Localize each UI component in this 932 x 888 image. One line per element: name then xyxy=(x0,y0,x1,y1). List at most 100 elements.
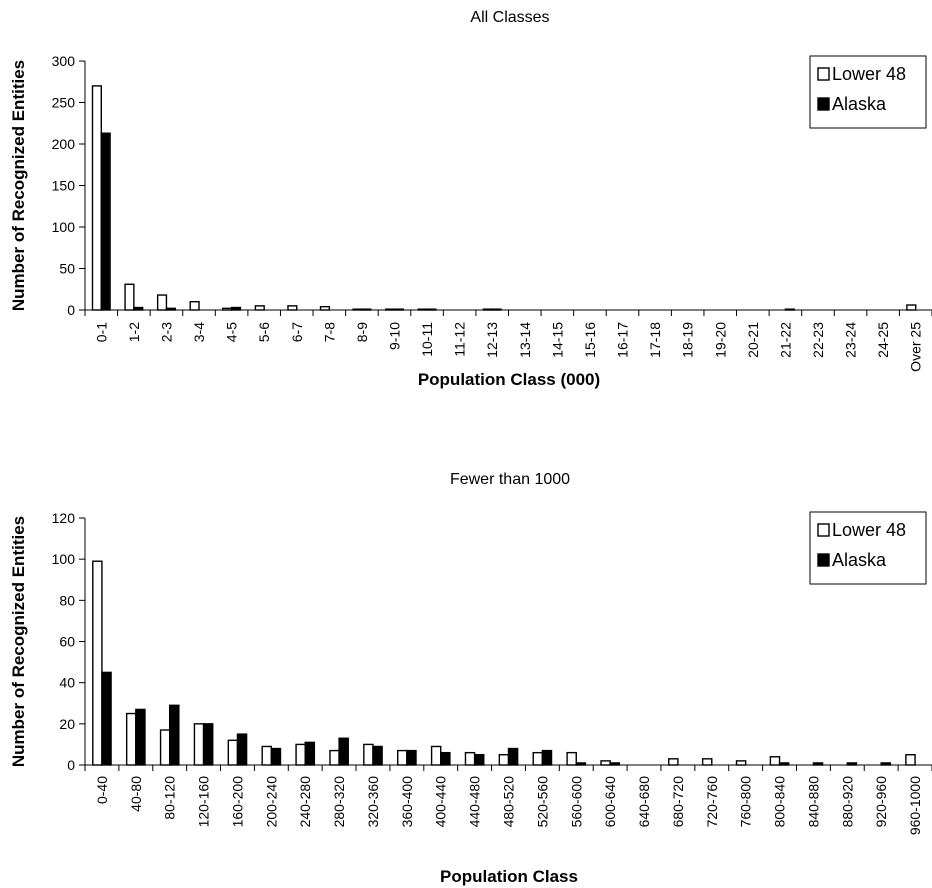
y-tick-label: 120 xyxy=(52,510,76,526)
bar-lower48 xyxy=(417,308,428,311)
bar-lower48 xyxy=(91,85,102,311)
x-tick-label: 640-680 xyxy=(636,776,652,828)
x-tick-label: 9-10 xyxy=(386,322,402,350)
legend: Lower 48 Alaska xyxy=(809,55,927,129)
x-tick-label: 200-240 xyxy=(263,776,279,828)
x-tick-label: 880-920 xyxy=(839,776,855,828)
x-tick-label: 320-360 xyxy=(365,776,381,828)
bar-lower48 xyxy=(159,729,171,766)
y-tick-label: 0 xyxy=(67,302,75,318)
bar-lower48 xyxy=(261,745,273,766)
x-tick-label: 920-960 xyxy=(873,776,889,828)
bar-alaska xyxy=(202,723,214,766)
legend-label: Alaska xyxy=(832,550,887,570)
legend-swatch-alaska xyxy=(817,97,830,111)
x-tick-label: 480-520 xyxy=(501,776,517,828)
bar-lower48 xyxy=(92,560,103,766)
x-tick-label: 19-20 xyxy=(712,322,728,358)
bar-alaska xyxy=(165,307,176,311)
x-tick-label: 120-160 xyxy=(196,776,212,828)
legend: Lower 48 Alaska xyxy=(809,511,927,585)
x-tick-label: 18-19 xyxy=(680,322,696,358)
x-tick-label: 21-22 xyxy=(777,322,793,358)
bar-lower48 xyxy=(319,305,331,311)
bar-lower48 xyxy=(430,745,442,766)
bar-lower48 xyxy=(906,304,917,311)
bar-alaska xyxy=(230,306,242,311)
x-tick-label: 8-9 xyxy=(354,322,370,342)
legend-label: Lower 48 xyxy=(832,520,906,540)
y-axis-label: Number of Recognized Entities xyxy=(9,60,28,311)
chart-title: Fewer than 1000 xyxy=(450,471,570,488)
bar-alaska xyxy=(778,762,790,766)
chart-1: Fewer than 1000 Number of Recognized Enti… xyxy=(9,471,932,886)
x-tick-label: 16-17 xyxy=(615,322,631,358)
bar-lower48 xyxy=(363,743,374,766)
x-tick-label: 0-40 xyxy=(94,776,110,804)
x-tick-label: 680-720 xyxy=(670,776,686,828)
chart-0: All Classes Number of Recognized Entities… xyxy=(9,9,932,389)
bar-alaska xyxy=(609,762,620,766)
x-tick-label: 23-24 xyxy=(843,322,859,358)
x-tick-label: 520-560 xyxy=(534,776,550,828)
bar-alaska xyxy=(846,762,858,766)
bar-lower48 xyxy=(124,283,135,311)
bar-alaska xyxy=(575,762,587,766)
y-axis-label: Number of Recognized Entities xyxy=(9,516,28,767)
x-tick-label: 6-7 xyxy=(289,322,305,342)
x-axis-label: Population Class xyxy=(440,867,578,886)
bar-lower48 xyxy=(227,739,239,766)
x-tick-label: 15-16 xyxy=(582,322,598,358)
x-tick-label: 840-880 xyxy=(805,776,821,828)
x-tick-label: 720-760 xyxy=(704,776,720,828)
x-tick-label: 24-25 xyxy=(875,322,891,358)
y-tick-label: 60 xyxy=(59,634,75,650)
bar-lower48 xyxy=(735,760,747,766)
bar-alaska xyxy=(361,308,372,311)
bar-lower48 xyxy=(600,760,611,766)
bar-alaska xyxy=(270,747,282,766)
bar-lower48 xyxy=(222,307,233,311)
x-tick-label: 20-21 xyxy=(745,322,761,358)
x-tick-label: 10-11 xyxy=(419,322,435,357)
x-tick-label: 7-8 xyxy=(321,322,337,342)
x-tick-label: 11-12 xyxy=(452,322,468,357)
x-tick-label: 5-6 xyxy=(256,322,272,342)
bar-alaska xyxy=(393,308,404,311)
x-tick-label: 760-800 xyxy=(738,776,754,828)
bar-alaska xyxy=(473,754,485,766)
legend-swatch-lower48 xyxy=(817,67,830,81)
legend-swatch-lower48 xyxy=(817,523,830,537)
y-tick-label: 100 xyxy=(52,551,76,567)
bar-alaska xyxy=(440,751,451,766)
y-tick-label: 0 xyxy=(67,757,75,773)
bar-lower48 xyxy=(532,751,544,766)
bar-lower48 xyxy=(189,301,200,311)
bar-lower48 xyxy=(701,758,713,766)
bar-lower48 xyxy=(566,751,577,766)
x-tick-label: 80-120 xyxy=(162,776,178,820)
bar-lower48 xyxy=(329,749,340,766)
y-tick-label: 50 xyxy=(59,261,75,277)
x-tick-label: 800-840 xyxy=(772,776,788,828)
x-tick-label: 17-18 xyxy=(647,322,663,358)
bar-lower48 xyxy=(156,294,168,311)
x-tick-label: 22-23 xyxy=(810,322,826,358)
y-tick-label: 100 xyxy=(52,219,76,235)
bar-alaska xyxy=(304,741,316,766)
legend-label: Alaska xyxy=(832,94,887,114)
bar-lower48 xyxy=(193,723,205,766)
y-tick-label: 300 xyxy=(52,53,76,69)
bar-alaska xyxy=(406,749,417,766)
bar-lower48 xyxy=(769,756,781,766)
bar-lower48 xyxy=(125,712,137,766)
bar-alaska xyxy=(784,308,795,311)
x-tick-label: 960-1000 xyxy=(907,776,923,835)
y-tick-label: 150 xyxy=(52,178,76,194)
x-axis-label: Population Class (000) xyxy=(418,370,600,389)
legend-box xyxy=(809,55,927,129)
bar-alaska xyxy=(507,747,519,766)
x-tick-label: 400-440 xyxy=(433,776,449,828)
bar-lower48 xyxy=(482,308,493,311)
bar-alaska xyxy=(541,749,553,766)
